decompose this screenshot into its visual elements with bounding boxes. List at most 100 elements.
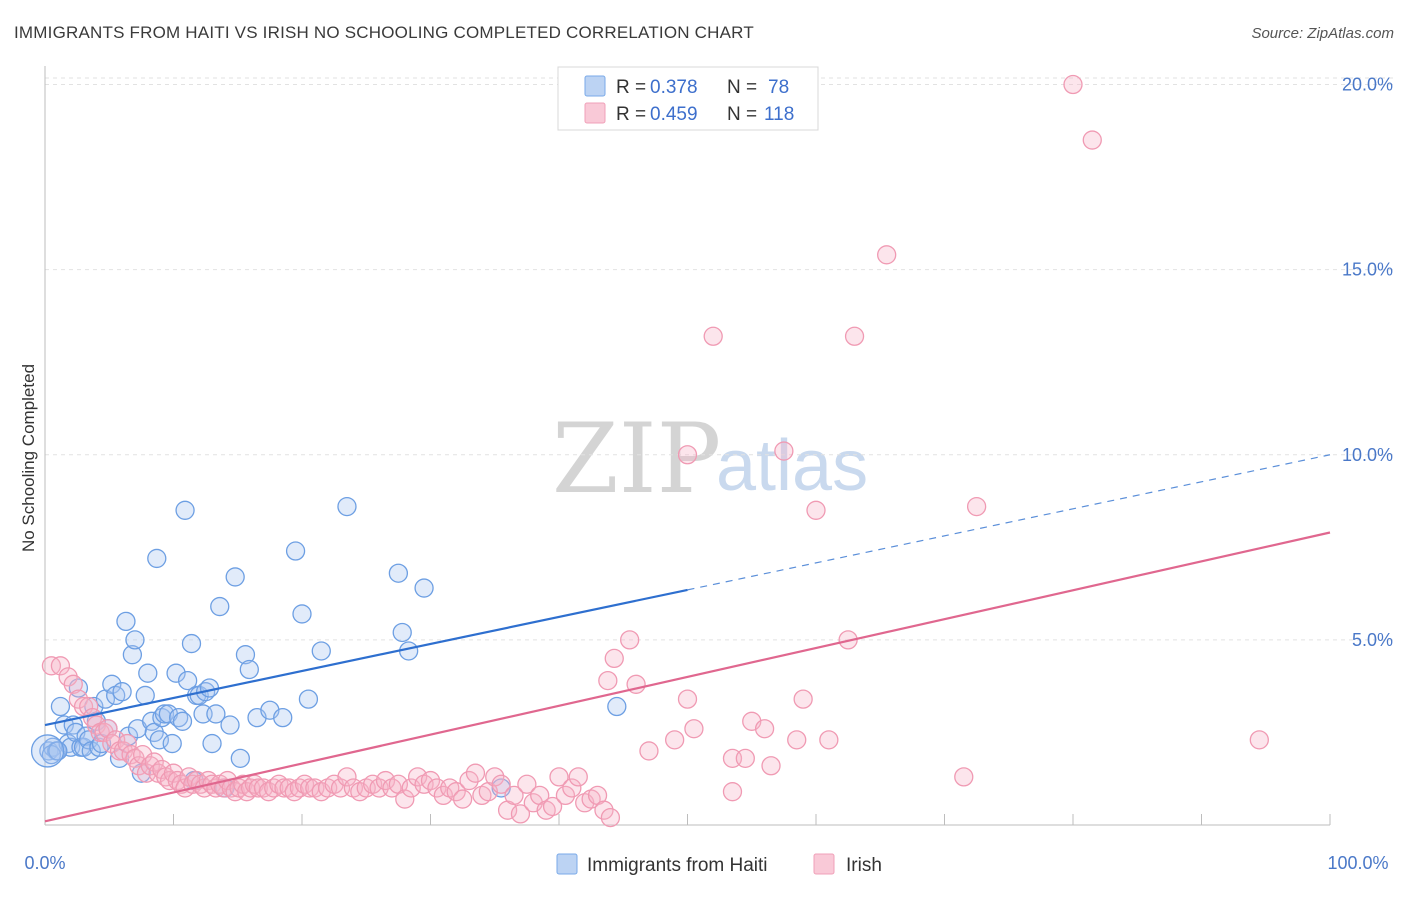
data-point-irish [542, 796, 563, 817]
y-tick-label: 15.0% [1342, 260, 1393, 280]
legend-swatch-irish [584, 102, 606, 124]
data-point-haiti [292, 604, 312, 624]
data-point-irish [517, 774, 537, 794]
data-point-haiti [414, 578, 434, 598]
data-point-haiti [235, 645, 256, 665]
data-point-irish [98, 719, 118, 739]
data-point-irish [594, 800, 614, 820]
data-point-irish [253, 778, 274, 798]
bottom-legend-swatch-haiti [556, 853, 578, 875]
data-point-haiti [166, 663, 186, 683]
data-point-irish [604, 648, 624, 669]
data-point-irish [504, 785, 524, 806]
data-point-irish [1063, 74, 1083, 95]
data-point-haiti [225, 567, 245, 587]
legend-n-label-haiti: N = [727, 77, 757, 98]
data-point-haiti [392, 622, 412, 643]
data-point-haiti [239, 659, 259, 680]
y-tick-label: 20.0% [1342, 75, 1393, 95]
data-point-irish [793, 689, 813, 709]
data-point-irish [568, 767, 588, 787]
data-point-haiti [298, 689, 319, 709]
data-point-irish [954, 767, 974, 787]
data-point-haiti [607, 696, 627, 717]
data-point-haiti [116, 611, 136, 632]
data-point-irish [133, 745, 153, 765]
data-point-irish [50, 656, 71, 676]
trend-line-irish [44, 531, 1331, 823]
data-point-irish [452, 789, 473, 809]
x-tick-label: 0.0% [24, 853, 65, 873]
trend-line-haiti-dashed [687, 454, 1331, 591]
legend-n-label-irish: N = [727, 104, 757, 125]
data-point-irish [665, 730, 685, 750]
data-point-haiti [102, 674, 122, 694]
data-point-irish [562, 778, 582, 798]
data-point-irish [600, 807, 621, 828]
data-point-irish [761, 756, 781, 776]
data-point-irish [1249, 730, 1269, 750]
data-point-haiti [50, 696, 71, 717]
data-point-irish [684, 719, 704, 739]
data-point-irish [459, 770, 479, 791]
data-point-haiti [311, 641, 331, 661]
data-point-haiti [172, 711, 193, 731]
data-point-irish [337, 767, 357, 787]
data-point-irish [787, 730, 807, 750]
data-point-irish [703, 326, 723, 346]
data-point-haiti [138, 663, 158, 683]
data-point-haiti [285, 541, 306, 561]
data-point-irish [284, 782, 304, 802]
chart-title: IMMIGRANTS FROM HAITI VS IRISH NO SCHOOL… [14, 23, 754, 42]
data-point-irish [289, 778, 310, 798]
legend-r-value-irish: 0.459 [650, 104, 698, 125]
data-point-irish [420, 770, 441, 791]
data-point-irish [491, 774, 511, 794]
data-point-irish [754, 719, 775, 739]
data-point-irish [620, 630, 640, 650]
data-point-haiti [388, 563, 409, 583]
data-point-irish [549, 767, 569, 787]
data-point-haiti [337, 496, 357, 517]
data-point-irish [844, 326, 865, 346]
data-point-irish [274, 778, 294, 798]
data-point-haiti [175, 500, 195, 520]
data-point-irish [106, 730, 126, 750]
bottom-legend-label-irish: Irish [846, 855, 882, 876]
data-point-irish [144, 752, 164, 772]
watermark: ZIP atlas [552, 403, 868, 515]
data-point-haiti [122, 645, 143, 665]
trend-line-haiti [44, 588, 688, 727]
y-tick-label: 10.0% [1342, 445, 1393, 465]
data-point-irish [677, 689, 698, 709]
data-point-irish [264, 778, 284, 798]
data-point-irish [510, 804, 531, 824]
data-point-haiti [30, 734, 65, 768]
data-point-haiti [162, 733, 182, 754]
data-point-haiti [181, 633, 202, 654]
grid-layer [45, 77, 1393, 641]
bottom-legend: Immigrants from Haiti Irish [556, 853, 882, 876]
data-point-haiti [177, 670, 198, 691]
data-point-haiti [112, 682, 132, 702]
data-point-irish [465, 763, 486, 783]
data-point-irish [269, 774, 289, 794]
data-point-irish [485, 767, 505, 787]
data-point-haiti [210, 596, 230, 617]
data-point-irish [966, 496, 987, 517]
data-point-irish [248, 778, 268, 798]
legend-swatch-haiti [584, 75, 606, 97]
data-point-irish [677, 445, 698, 465]
legend-r-label-irish: R = [616, 104, 646, 125]
stats-legend: R = 0.378 N = 78 R = 0.459 N = 118 [557, 66, 819, 131]
axis-layer: 5.0% 10.0% 15.0% 20.0% 0.0% 100.0% [24, 66, 1393, 873]
bottom-legend-swatch-irish [813, 853, 835, 875]
watermark-zip: ZIP [552, 403, 721, 515]
data-point-irish [117, 733, 137, 754]
data-point-haiti [206, 704, 226, 724]
data-point-irish [774, 441, 794, 461]
bottom-legend-label-haiti: Immigrants from Haiti [587, 855, 768, 876]
data-point-irish [294, 774, 315, 794]
data-point-irish [722, 782, 743, 802]
